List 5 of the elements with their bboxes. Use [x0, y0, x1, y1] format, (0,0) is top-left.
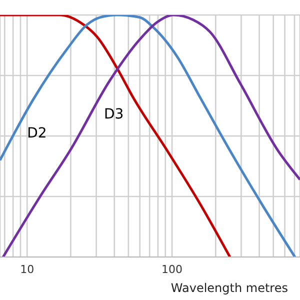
x-tick-label: 100 [162, 262, 183, 276]
x-tick-label: 10 [20, 262, 34, 276]
series-label: D2 [27, 126, 47, 142]
x-axis-title: Wavelength metres [170, 281, 288, 295]
series-label: D3 [104, 106, 124, 122]
